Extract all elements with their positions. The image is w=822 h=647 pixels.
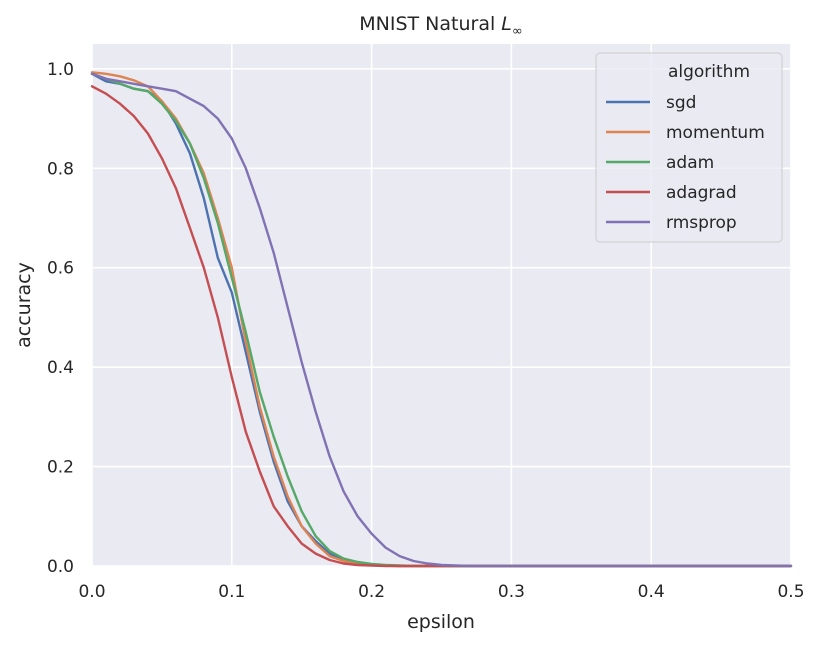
y-axis-label: accuracy (13, 262, 35, 348)
x-tick-label: 0.1 (218, 582, 245, 602)
chart-title-symbol: L (501, 13, 512, 35)
legend-label-rmsprop: rmsprop (666, 213, 737, 233)
chart-title-subscript: ∞ (512, 24, 523, 39)
legend-items: sgd momentum adam adagrad rmsprop (606, 93, 765, 233)
legend-box (595, 52, 783, 243)
legend-label-momentum: momentum (666, 123, 765, 143)
chart-title-text: MNIST Natural (359, 13, 495, 35)
y-tick-label: 0.6 (47, 259, 74, 279)
legend-label-adam: adam (666, 153, 714, 173)
y-tick-label: 0.0 (47, 557, 74, 577)
series-line-rmsprop (90, 72, 793, 568)
y-axis-ticks: 0.0 0.2 0.4 0.6 0.8 1.0 (47, 60, 74, 577)
y-tick-label: 0.4 (47, 358, 74, 378)
legend-label-adagrad: adagrad (666, 183, 737, 203)
x-tick-label: 0.4 (638, 582, 665, 602)
x-axis-ticks: 0.0 0.1 0.2 0.3 0.4 0.5 (78, 582, 804, 602)
x-tick-label: 0.3 (498, 582, 525, 602)
x-tick-label: 0.5 (777, 582, 804, 602)
legend: algorithm sgd momentum adam adagrad rmsprop (595, 52, 783, 243)
x-axis-label: epsilon (407, 611, 475, 633)
y-tick-label: 0.2 (47, 458, 74, 478)
y-tick-label: 0.8 (47, 159, 74, 179)
legend-label-sgd: sgd (666, 93, 696, 113)
x-tick-label: 0.2 (358, 582, 385, 602)
chart-title: MNIST Natural L∞ (359, 13, 522, 39)
legend-title: algorithm (668, 62, 750, 82)
y-tick-label: 1.0 (47, 60, 74, 80)
x-tick-label: 0.0 (78, 582, 105, 602)
series-lines (90, 71, 793, 568)
